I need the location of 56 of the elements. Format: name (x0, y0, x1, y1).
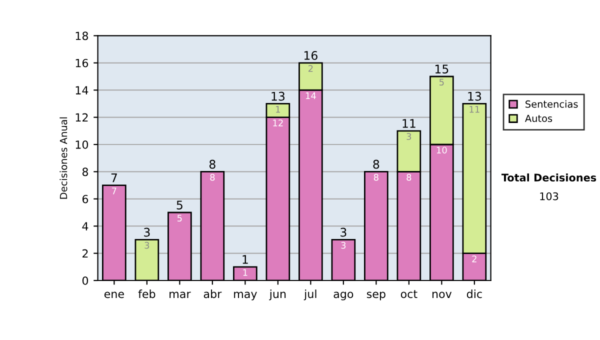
total-label: 7 (111, 174, 117, 182)
data-label: 14 (306, 92, 316, 99)
data-label: 5 (440, 78, 444, 86)
y-tick-label: 4 (82, 222, 88, 230)
data-label: 8 (374, 174, 378, 181)
data-label: 11 (470, 106, 480, 113)
y-axis-title: Decisiones Anual (60, 117, 68, 199)
data-label: 10 (436, 146, 447, 154)
total-label: 1 (242, 255, 248, 264)
y-tick-label: 0 (82, 276, 88, 285)
data-label: 5 (178, 214, 182, 222)
data-label: 3 (144, 242, 150, 249)
y-tick-label: 2 (82, 249, 88, 258)
data-label: 2 (472, 256, 476, 262)
data-label: 3 (406, 133, 412, 140)
y-tick-label: 10 (76, 140, 88, 149)
total-label: 13 (468, 92, 481, 101)
data-label: 1 (243, 269, 248, 276)
y-tick-label: 16 (76, 58, 88, 68)
total-label: 13 (272, 92, 284, 101)
legend-label: Autos (524, 114, 552, 122)
total-label: 8 (209, 160, 216, 169)
data-label: 2 (308, 65, 313, 72)
text: Total Decisiones (501, 173, 596, 182)
x-tick-label: ago (334, 292, 354, 300)
x-tick-label: jun (269, 290, 286, 300)
data-label: 7 (112, 188, 116, 194)
data-label: 8 (210, 174, 215, 181)
x-tick-label: sep (366, 292, 386, 300)
text: 103 (540, 192, 558, 200)
total-label: 15 (435, 64, 448, 74)
y-tick-label: 12 (76, 113, 88, 122)
data-label: 1 (276, 106, 280, 113)
total-label: 3 (144, 228, 150, 237)
x-tick-label: dic (466, 290, 482, 298)
legend-label: Sentencias (526, 100, 578, 108)
x-tick-label: feb (138, 290, 156, 298)
total-label: 3 (340, 228, 346, 237)
y-tick-label: 6 (82, 194, 88, 204)
x-tick-label: ene (104, 292, 124, 298)
data-label: 3 (341, 242, 346, 249)
x-tick-label: abr (204, 290, 222, 298)
data-label: 8 (406, 174, 412, 181)
y-tick-label: 14 (76, 86, 88, 94)
x-tick-label: oct (400, 290, 418, 298)
data-label: 12 (273, 120, 283, 126)
y-tick-label: 8 (82, 168, 88, 176)
total-label: 5 (176, 200, 182, 210)
y-tick-label: 18 (76, 32, 88, 40)
x-tick-label: may (234, 292, 257, 300)
total-label: 8 (373, 160, 380, 169)
x-tick-label: mar (170, 292, 191, 298)
total-label: 11 (402, 119, 416, 128)
x-tick-label: jul (304, 290, 316, 300)
total-label: 16 (304, 51, 318, 60)
x-tick-label: nov (432, 292, 452, 298)
